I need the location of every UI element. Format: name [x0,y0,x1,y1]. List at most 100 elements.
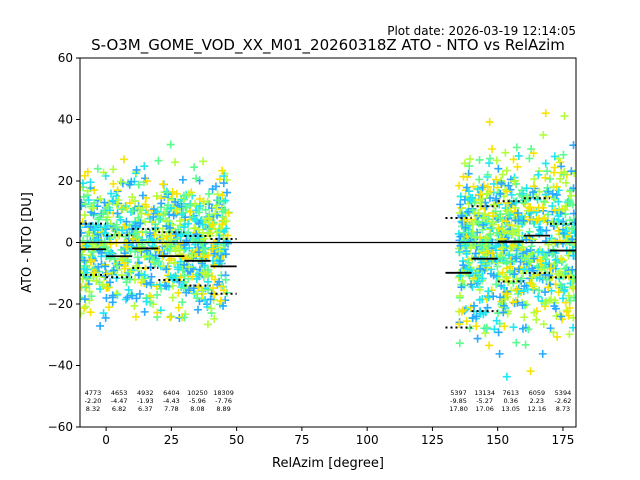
scatter-point [210,249,219,258]
scatter-point [491,242,500,251]
scatter-point [514,151,523,160]
scatter-point [178,298,187,307]
scatter-point [138,191,147,200]
scatter-point [529,149,538,158]
scatter-point [80,256,89,265]
scatter-point [495,349,504,358]
scatter-point [206,295,215,304]
scatter-point [119,155,128,164]
scatter-point [106,240,115,249]
scatter-point [166,313,175,322]
scatter-point [488,249,497,258]
scatter-point [535,286,544,295]
scatter-point [151,260,160,269]
scatter-point [204,189,213,198]
scatter-point [476,264,485,273]
scatter-point [479,214,488,223]
scatter-point [571,218,576,227]
scatter-point [468,206,477,215]
scatter-point [463,265,472,274]
bin-count-label: 4773 [85,389,102,397]
scatter-point [101,225,110,234]
scatter-point [222,188,231,197]
scatter-point [112,192,121,201]
scatter-point [518,243,527,252]
scatter-point [130,301,139,310]
scatter-point [461,241,470,250]
scatter-point [167,204,176,213]
scatter-point [135,203,144,212]
bin-mean-label: 0.36 [503,397,517,405]
scatter-point [556,281,565,290]
scatter-point [456,200,465,209]
scatter-point [482,202,491,211]
scatter-point [136,218,145,227]
scatter-point [466,155,475,164]
scatter-point [80,171,89,180]
x-tick-label: 150 [486,433,509,447]
scatter-point [203,229,212,238]
scatter-point [126,267,135,276]
scatter-point [509,323,518,332]
scatter-point [534,203,543,212]
scatter-point [192,174,201,183]
scatter-point [521,199,530,208]
scatter-point [560,168,569,177]
scatter-point [552,182,561,191]
scatter-point [502,273,511,282]
scatter-point [81,200,90,209]
scatter-point [182,288,191,297]
x-axis-ticks: 0 25 50 75 100 125 150 175 [102,427,574,447]
scatter-point [485,154,494,163]
scatter-point [502,206,511,215]
scatter-point [112,223,121,232]
scatter-point [84,196,93,205]
scatter-point [199,157,208,166]
y-axis-label: ATO - NTO [DU] [20,192,35,293]
scatter-point [565,296,574,305]
scatter-point [478,274,487,283]
scatter-point [116,215,125,224]
bin-count-label: 7613 [502,389,519,397]
scatter-point [471,269,480,278]
scatter-point [475,155,484,164]
scatter-point [549,245,558,254]
scatter-point [102,294,111,303]
scatter-point [157,199,166,208]
scatter-point [507,286,516,295]
scatter-point [489,200,498,209]
scatter-point [524,257,533,266]
scatter-point [459,261,468,270]
scatter-point [538,349,547,358]
scatter-point [109,179,118,188]
scatter-point [140,307,149,316]
scatter-point [182,203,191,212]
scatter-point [180,271,189,280]
scatter-point [165,223,174,232]
scatter-point [513,162,522,171]
scatter-point [195,208,204,217]
bin-mean-label: -5.96 [189,397,206,405]
scatter-point [99,309,108,318]
bin-mean-label: -2.62 [555,397,572,405]
scatter-point [525,154,534,163]
scatter-point [560,286,569,295]
scatter-point [217,282,226,291]
scatter-point [112,200,121,209]
bin-mean-label: -4.43 [163,397,180,405]
scatter-point [462,317,471,326]
scatter-point [550,302,559,311]
scatter-point [84,228,93,237]
scatter-point [501,148,510,157]
bin-mean-label: -4.47 [111,397,128,405]
scatter-point [483,170,492,179]
scatter-point [566,279,575,288]
scatter-point [220,205,229,214]
scatter-point [96,321,105,330]
scatter-point [564,198,573,207]
scatter-point [530,174,539,183]
scatter-point [474,219,483,228]
scatter-point [518,301,527,310]
scatter-point [468,227,477,236]
scatter-point [176,273,185,282]
